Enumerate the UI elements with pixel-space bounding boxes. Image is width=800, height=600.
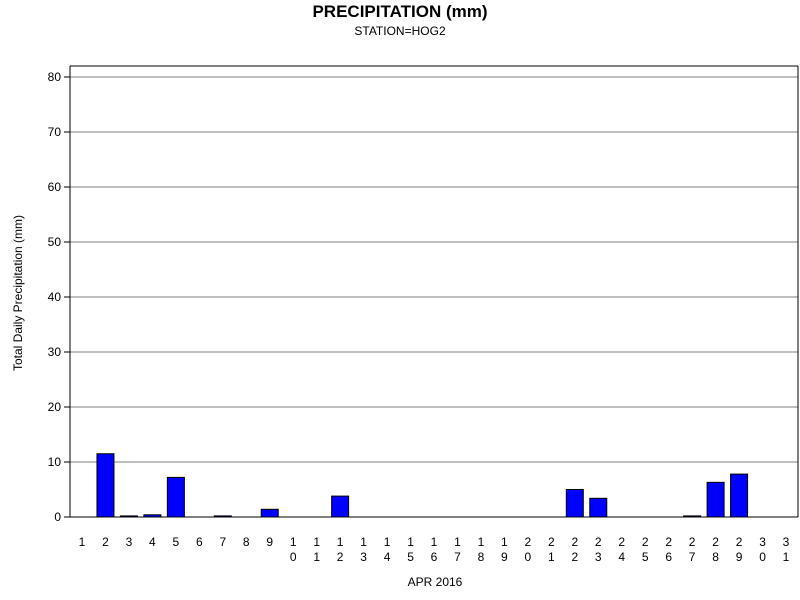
chart-subtitle: STATION=HOG2 bbox=[354, 24, 446, 38]
x-tick-label: 4 bbox=[149, 535, 156, 549]
bar-day-5 bbox=[166, 476, 185, 518]
gridlines bbox=[70, 76, 798, 463]
y-tick-label: 10 bbox=[48, 455, 62, 469]
x-axis-label: APR 2016 bbox=[408, 575, 463, 589]
bar-day-9 bbox=[260, 508, 279, 518]
x-tick-label: 1 bbox=[79, 535, 86, 549]
x-tick-label: 9 bbox=[266, 535, 273, 549]
y-tick-label: 30 bbox=[48, 345, 62, 359]
y-tick-label: 70 bbox=[48, 125, 62, 139]
chart-title: PRECIPITATION (mm) bbox=[312, 2, 487, 21]
y-tick-label: 60 bbox=[48, 180, 62, 194]
y-tick-label: 0 bbox=[54, 510, 61, 524]
y-tick-label: 50 bbox=[48, 235, 62, 249]
x-tick-label: 6 bbox=[196, 535, 203, 549]
y-tick-labels: 0 10 20 30 40 50 60 70 80 bbox=[48, 70, 62, 524]
y-axis-label: Total Daily Precipitation (mm) bbox=[11, 215, 25, 371]
bar-day-28 bbox=[706, 481, 725, 518]
bar-day-12 bbox=[331, 495, 350, 518]
x-tick-labels: 1 2 3 4 5 6 7 8 9 1 01 11 21 31 41 51 61 71 81 92 02 12 22 32 42… bbox=[79, 535, 790, 564]
y-tick-label: 40 bbox=[48, 290, 62, 304]
y-tick-label: 80 bbox=[48, 70, 62, 84]
bar-day-23 bbox=[589, 497, 608, 518]
x-tick-label: 2 bbox=[102, 535, 109, 549]
x-tick-label: 7 bbox=[219, 535, 226, 549]
axes bbox=[64, 65, 799, 518]
bar-day-29 bbox=[730, 473, 749, 518]
bars bbox=[96, 453, 749, 518]
y-tick-label: 20 bbox=[48, 400, 62, 414]
bar-day-22 bbox=[565, 489, 584, 518]
x-tick-label: 8 bbox=[243, 535, 250, 549]
bar-day-2 bbox=[96, 453, 115, 518]
x-tick-label: 5 bbox=[173, 535, 180, 549]
x-tick-label: 3 bbox=[126, 535, 133, 549]
